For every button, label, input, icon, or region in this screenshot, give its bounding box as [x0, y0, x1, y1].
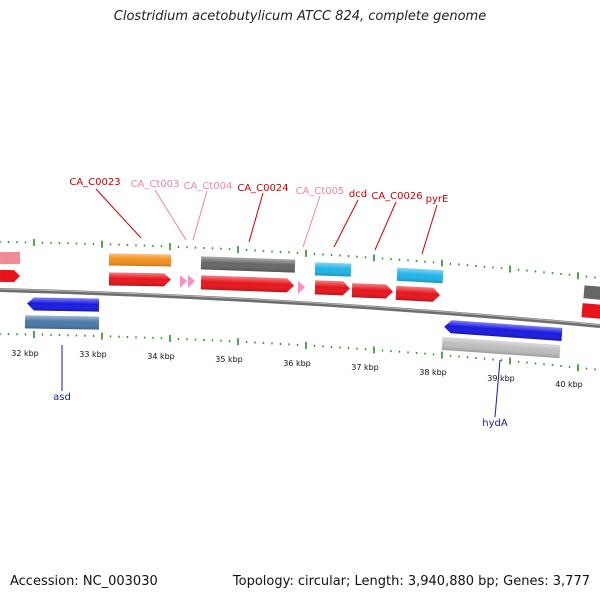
inner-tick-ring: [0, 331, 596, 372]
cds-arrow-0: [0, 269, 20, 283]
kbp-label: 32 kbp: [11, 349, 39, 358]
reverse-strand-features: [24, 297, 563, 359]
trna-ca-ct003: [180, 275, 187, 288]
gene-label-asd: asd: [53, 392, 71, 403]
trna-ca-ct004: [188, 275, 195, 288]
gene-labels-bottom: asd hydA: [53, 392, 508, 429]
kbp-label: 34 kbp: [147, 352, 175, 361]
forward-strand-features: [0, 251, 600, 320]
genome-summary-text: Topology: circular; Length: 3,940,880 bp…: [232, 574, 590, 589]
kbp-label: 33 kbp: [79, 350, 107, 359]
label-leader-lines: [61, 188, 501, 418]
feature-pink-box: [0, 251, 21, 265]
map-title: Clostridium acetobutylicum ATCC 824, com…: [113, 9, 487, 24]
kbp-label: 37 kbp: [351, 363, 379, 372]
gene-label-ca-c0026: CA_C0026: [371, 191, 422, 202]
gene-label-pyre: pyrE: [426, 194, 449, 205]
gene-label-hyda: hydA: [482, 418, 508, 429]
gene-label-dcd: dcd: [349, 189, 367, 200]
accession-text: Accession: NC_003030: [10, 574, 158, 589]
feature-gray-box-edge: [583, 285, 600, 301]
gene-label-ca-c0024: CA_C0024: [237, 183, 288, 194]
kbp-scale-labels: 32 kbp 33 kbp 34 kbp 35 kbp 36 kbp 37 kbp 38 k…: [11, 349, 583, 389]
kbp-label: 36 kbp: [283, 359, 311, 368]
genome-backbone-highlight: [0, 288, 600, 326]
trna-ca-ct005: [298, 281, 305, 294]
outer-tick-ring: [0, 239, 596, 280]
kbp-label: 40 kbp: [555, 380, 583, 389]
cds-arrow-edge: [581, 303, 600, 320]
genome-backbone: [0, 288, 600, 328]
gene-labels-top: CA_C0023 CA_Ct003 CA_Ct004 CA_C0024 CA_Ct005…: [69, 177, 448, 205]
gene-label-ca-ct004: CA_Ct004: [184, 181, 233, 192]
kbp-label: 39 kbp: [487, 374, 515, 383]
gene-label-ca-ct005: CA_Ct005: [296, 186, 345, 197]
kbp-label: 35 kbp: [215, 355, 243, 364]
gene-label-ca-ct003: CA_Ct003: [131, 179, 180, 190]
kbp-label: 38 kbp: [419, 368, 447, 377]
gene-label-ca-c0023: CA_C0023: [69, 177, 120, 188]
